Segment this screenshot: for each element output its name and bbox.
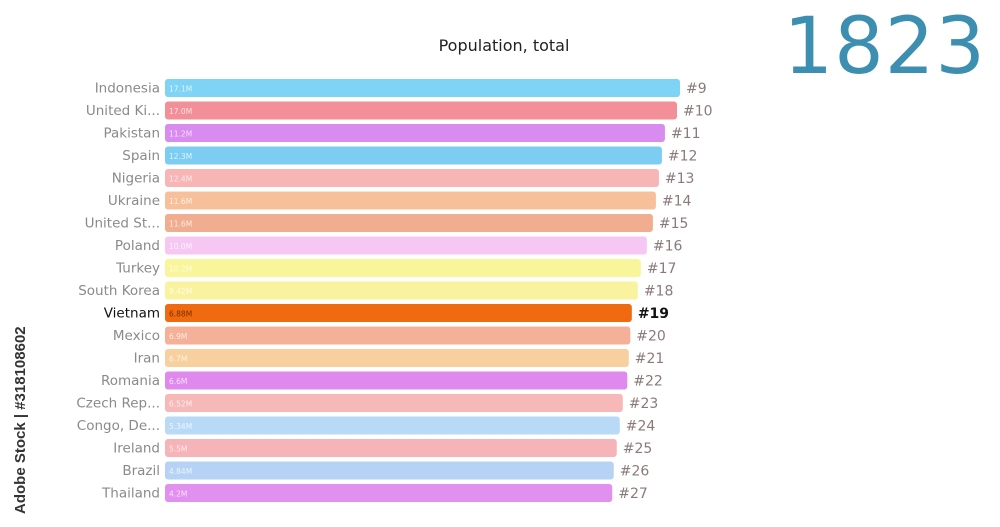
value-label: 5.34M	[169, 422, 192, 431]
value-label: 4.84M	[169, 467, 192, 476]
value-label: 6.7M	[169, 355, 187, 364]
value-label: 12.3M	[169, 152, 192, 161]
bar-18	[165, 484, 613, 502]
category-label: Brazil	[122, 463, 160, 479]
category-label: Ireland	[113, 441, 160, 457]
rank-label: #16	[653, 239, 683, 255]
bar-0	[165, 79, 680, 97]
bar-5	[165, 191, 656, 210]
category-label: Turkey	[115, 261, 160, 277]
value-label: 11.6M	[169, 197, 192, 206]
value-label: 12.4M	[169, 175, 192, 184]
value-label: 10.0M	[169, 242, 192, 251]
rank-label: #12	[668, 149, 698, 165]
rank-label: #9	[686, 81, 707, 97]
rank-label: #18	[644, 284, 674, 300]
bars-group	[165, 79, 680, 502]
value-label: 5.5M	[169, 445, 187, 454]
value-label: 6.52M	[169, 400, 192, 409]
category-label: Poland	[115, 238, 160, 254]
bar-15	[165, 416, 620, 435]
rank-label: #19	[638, 306, 669, 322]
rank-label: #14	[662, 194, 692, 210]
value-label: 9.42M	[169, 287, 192, 296]
value-label: 17.0M	[169, 107, 192, 116]
value-label: 17.1M	[169, 85, 192, 94]
category-label: Ukraine	[108, 193, 160, 209]
category-label: South Korea	[78, 283, 160, 299]
bar-13	[165, 371, 628, 390]
bar-2	[165, 124, 665, 142]
bar-4	[165, 169, 659, 187]
rank-label: #15	[659, 216, 689, 232]
category-label: Indonesia	[95, 81, 160, 97]
value-label: 4.2M	[169, 490, 187, 499]
category-label: Thailand	[101, 486, 160, 502]
category-label: United Ki...	[86, 103, 160, 119]
value-label: 6.9M	[169, 332, 187, 341]
bar-9	[165, 281, 638, 300]
value-label: 6.88M	[169, 310, 192, 319]
rank-label: #25	[623, 441, 653, 457]
category-label: Nigeria	[112, 171, 160, 187]
bar-1	[165, 101, 677, 120]
category-label: Congo, De...	[77, 418, 160, 434]
labels-group: Indonesia 17.1M #9 United Ki... 17.0M #10 Paki…	[76, 81, 712, 503]
category-label: Mexico	[113, 328, 160, 344]
bar-11	[165, 326, 631, 345]
year-label: 1823	[783, 2, 986, 92]
value-label: 11.6M	[169, 220, 192, 229]
bar-12	[165, 349, 629, 367]
category-label: United St...	[85, 216, 160, 232]
rank-label: #20	[636, 329, 666, 345]
rank-label: #23	[629, 396, 659, 412]
rank-label: #17	[647, 261, 677, 277]
bar-8	[165, 259, 641, 277]
value-label: 6.6M	[169, 377, 187, 386]
rank-label: #27	[618, 486, 648, 502]
bar-14	[165, 394, 623, 412]
rank-label: #24	[626, 419, 656, 435]
category-label: Spain	[122, 148, 160, 164]
bar-7	[165, 236, 647, 255]
rank-label: #13	[665, 171, 695, 187]
bar-17	[165, 461, 614, 480]
value-label: 11.2M	[169, 130, 192, 139]
category-label: Iran	[134, 351, 160, 367]
category-label: Pakistan	[103, 126, 160, 142]
value-label: 10.2M	[169, 265, 192, 274]
category-label: Romania	[101, 373, 160, 389]
rank-label: #10	[683, 104, 713, 120]
bar-16	[165, 439, 617, 457]
adobe-stock-watermark: Adobe Stock | #318108602	[12, 326, 29, 514]
rank-label: #11	[671, 126, 701, 142]
rank-label: #22	[633, 374, 663, 390]
category-label: Czech Rep...	[76, 396, 160, 412]
bar-6	[165, 214, 653, 232]
bar-10	[165, 304, 632, 322]
rank-label: #26	[620, 464, 650, 480]
rank-label: #21	[635, 351, 665, 367]
category-label: Vietnam	[104, 306, 160, 322]
bar-3	[165, 146, 662, 165]
